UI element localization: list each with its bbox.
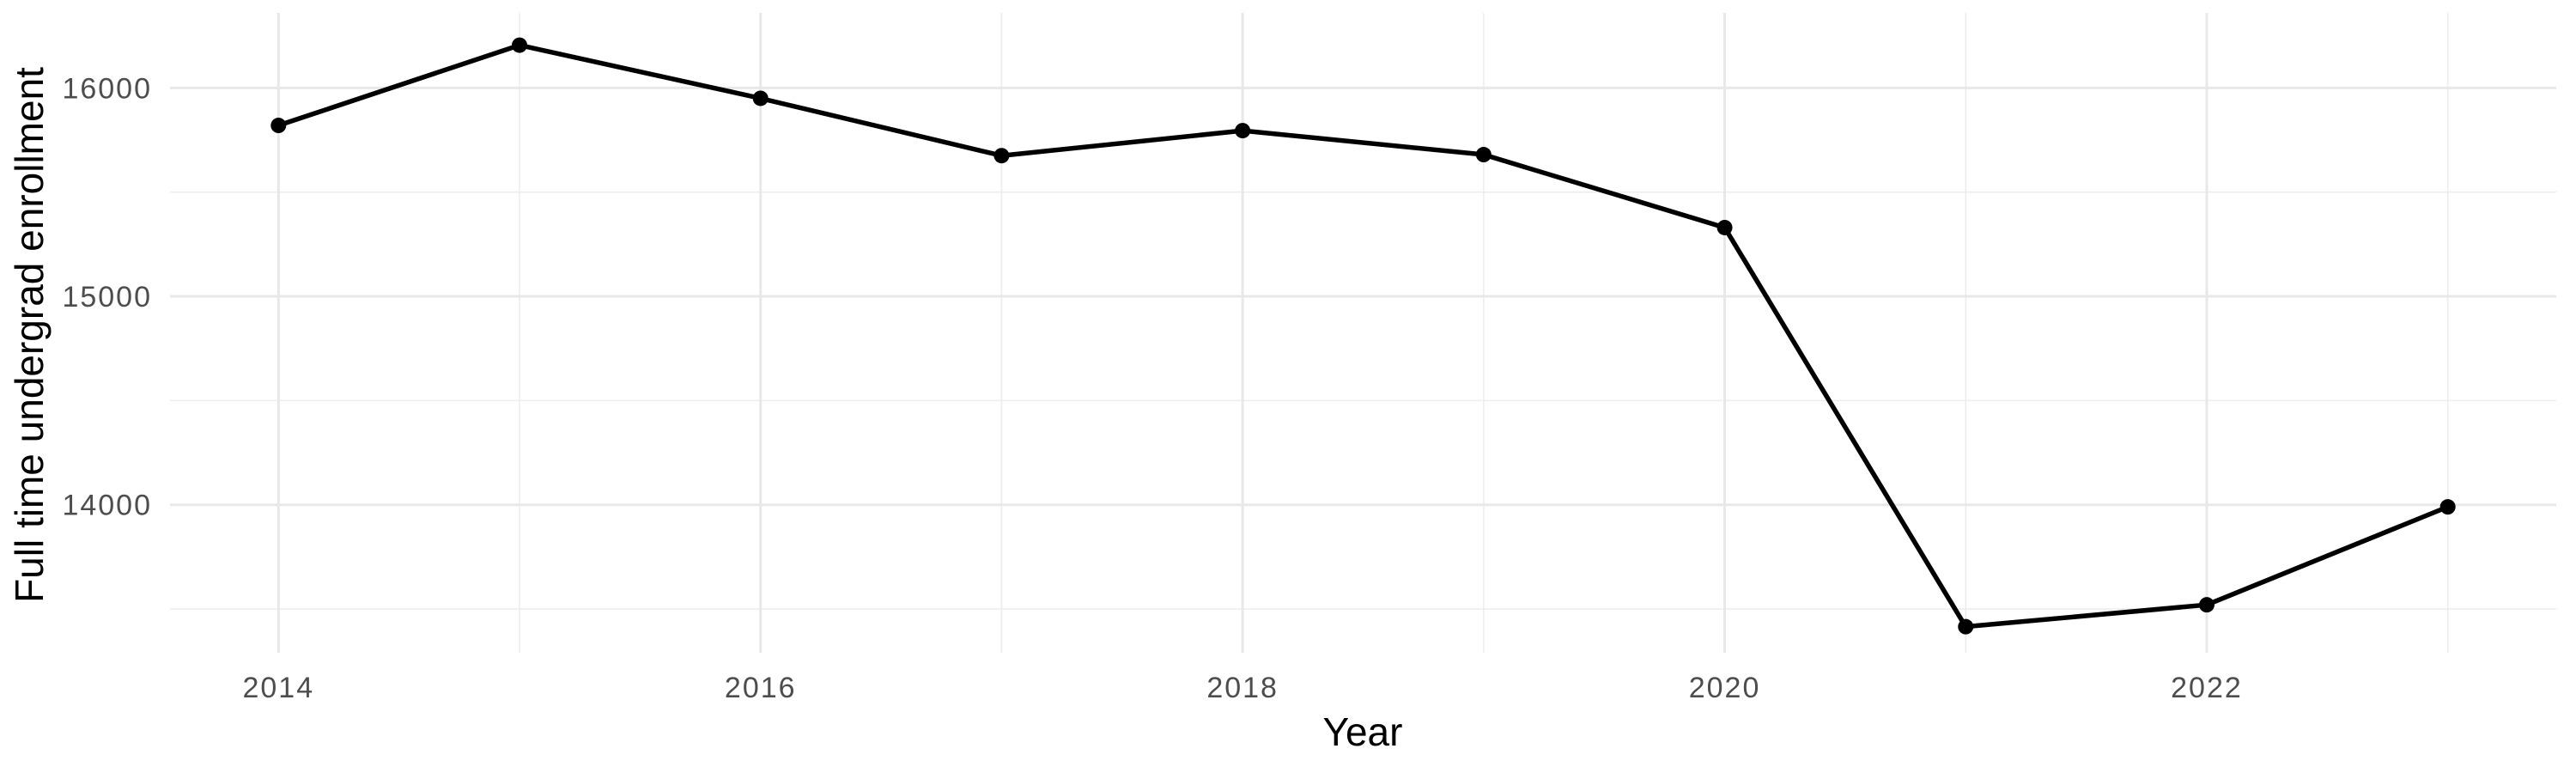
x-tick-label-2020: 2020 (1689, 672, 1761, 704)
x-tick-label-2018: 2018 (1206, 672, 1279, 704)
data-point-2020 (1716, 219, 1733, 235)
gridlines-major (170, 13, 2556, 653)
y-tick-label-16000: 16000 (62, 72, 152, 105)
y-axis-tick-labels: 14000 15000 16000 (62, 72, 152, 522)
y-axis-title: Full time undergrad enrollment (7, 67, 52, 603)
gridlines-minor (170, 13, 2556, 653)
x-tick-label-2014: 2014 (242, 672, 314, 704)
data-point-2017 (993, 148, 1010, 164)
y-tick-label-15000: 15000 (62, 281, 152, 313)
data-point-2018 (1235, 123, 1251, 139)
x-tick-label-2022: 2022 (2171, 672, 2243, 704)
x-axis-tick-labels: 2014 2016 2018 2020 2022 (242, 672, 2243, 704)
data-point-2021 (1958, 618, 1974, 635)
data-point-2016 (752, 90, 769, 107)
data-point-2014 (270, 118, 287, 134)
y-tick-label-14000: 14000 (62, 490, 152, 522)
data-point-2023 (2439, 499, 2456, 515)
data-point-2015 (512, 37, 528, 53)
enrollment-series (270, 37, 2456, 635)
x-axis-title: Year (1323, 709, 1403, 754)
data-point-2019 (1475, 147, 1492, 163)
data-point-2022 (2198, 597, 2215, 613)
enrollment-line (277, 42, 2449, 630)
x-tick-label-2016: 2016 (725, 672, 797, 704)
